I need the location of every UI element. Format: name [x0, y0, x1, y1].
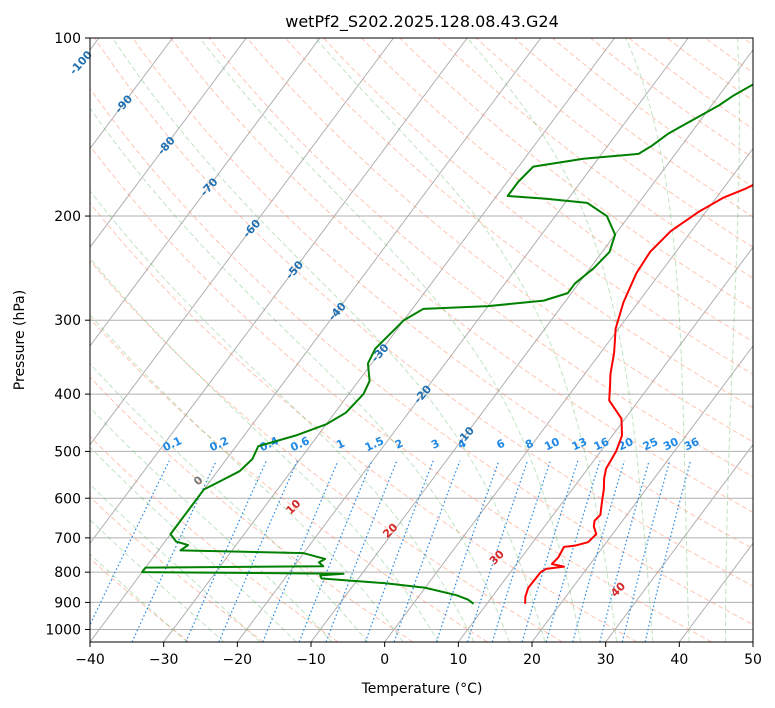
isotherm-line — [236, 38, 689, 642]
moist-adiabat-line — [90, 363, 369, 642]
isotherm-line — [90, 38, 468, 545]
isotherm-line — [90, 38, 321, 347]
mixing-ratio-label: 10 — [542, 435, 562, 453]
x-tick-label: 50 — [744, 652, 762, 668]
mixing-ratio-line — [262, 460, 339, 642]
series-lines — [141, 83, 753, 605]
moist-adiabat-line — [625, 38, 690, 642]
mixing-ratio-line — [131, 460, 217, 642]
x-tick-label: −20 — [223, 652, 253, 668]
x-tick-label: 40 — [670, 652, 688, 668]
dry-adiabat-line — [90, 144, 712, 642]
x-tick-label: −40 — [75, 652, 105, 668]
isotherm-line — [90, 38, 394, 446]
dry-adiabat-line — [90, 496, 264, 642]
dry-adiabat-line — [170, 38, 753, 513]
dry-adiabat-line — [90, 87, 753, 626]
mixing-ratio-line — [218, 460, 298, 642]
temperature-line — [524, 183, 753, 604]
mixing-ratio-label: 25 — [641, 435, 660, 453]
moist-adiabat-line — [90, 483, 261, 642]
y-tick-label: 700 — [54, 531, 81, 547]
mixing-ratio-line — [572, 460, 625, 642]
x-axis-label: Temperature (°C) — [361, 681, 483, 697]
mixing-ratio-line — [644, 460, 692, 642]
dry-adiabat-line — [90, 259, 563, 642]
dry-adiabat-line — [437, 38, 753, 279]
mixing-ratio-line — [393, 460, 461, 642]
y-tick-label: 500 — [54, 444, 81, 460]
moist-adiabat-line — [90, 190, 475, 642]
moist-adiabat-line — [90, 314, 404, 642]
isotherm-line — [384, 147, 753, 642]
moist-adiabat-line — [90, 446, 297, 642]
chart-title: wetPf2_S202.2025.128.08.43.G24 — [285, 12, 559, 32]
isotherm-line — [90, 38, 247, 249]
dewpoint-line — [141, 83, 753, 605]
isotherm-line — [90, 38, 542, 642]
dry-adiabat-line — [590, 38, 753, 159]
dry-adiabat-line — [361, 38, 753, 343]
isotherm-line — [90, 38, 173, 150]
y-tick-label: 900 — [54, 595, 81, 611]
mixing-ratio-label: 13 — [570, 435, 589, 453]
x-tick-label: 10 — [449, 652, 467, 668]
background-lines — [90, 38, 753, 642]
isotherm-line — [531, 345, 753, 642]
dry-adiabat-line — [513, 38, 753, 218]
isotherm-line — [163, 38, 615, 642]
x-tick-label: 20 — [523, 652, 541, 668]
mixing-ratio-line — [599, 460, 650, 642]
mixing-ratio-line — [364, 460, 434, 642]
x-tick-label: 0 — [380, 652, 389, 668]
dry-adiabat-line — [94, 38, 753, 587]
y-tick-label: 1000 — [45, 622, 81, 638]
x-tick-label: −30 — [149, 652, 179, 668]
isotherm-line — [457, 246, 753, 642]
mixing-ratio-line — [298, 460, 373, 642]
moist-adiabat-line — [725, 38, 740, 642]
moist-adiabat-line — [90, 406, 333, 642]
dry-adiabat-line — [90, 202, 638, 642]
y-tick-label: 800 — [54, 565, 81, 581]
y-axis-ticks: 100 200 300 400 500 600 700 800 900 1000 — [45, 31, 90, 638]
mixing-ratio-label: 36 — [682, 435, 702, 453]
mixing-ratio-line — [621, 460, 671, 642]
isotherm-line — [605, 443, 753, 642]
moist-adiabat-line — [112, 38, 546, 642]
x-tick-label: −10 — [296, 652, 326, 668]
y-tick-label: 300 — [54, 313, 81, 329]
mixing-ratio-line — [325, 460, 398, 642]
mixing-ratio-label: 16 — [592, 435, 612, 453]
y-tick-label: 200 — [54, 209, 81, 225]
y-tick-label: 100 — [54, 31, 81, 47]
moist-adiabat-line — [199, 38, 582, 642]
mixing-ratio-label: 30 — [661, 435, 681, 453]
moist-adiabat-line — [90, 257, 439, 642]
y-tick-label: 600 — [54, 491, 81, 507]
plot-frame — [89, 37, 754, 643]
dry-adiabat-line — [208, 38, 753, 478]
y-axis-label: Pressure (hPa) — [12, 290, 28, 390]
y-tick-label: 400 — [54, 387, 81, 403]
mixing-ratio-line — [185, 460, 267, 642]
mixing-ratio-line — [545, 460, 601, 642]
x-tick-label: 30 — [597, 652, 615, 668]
dry-adiabat-line — [284, 38, 753, 409]
x-axis-ticks: −40 −30 −20 −10 0 10 20 30 40 50 — [75, 642, 762, 668]
moist-adiabat-line — [466, 38, 654, 642]
dry-adiabat-line — [323, 38, 753, 375]
dry-adiabat-line — [132, 38, 753, 550]
moist-adiabat-line — [90, 107, 510, 642]
mixing-ratio-line — [90, 460, 170, 627]
